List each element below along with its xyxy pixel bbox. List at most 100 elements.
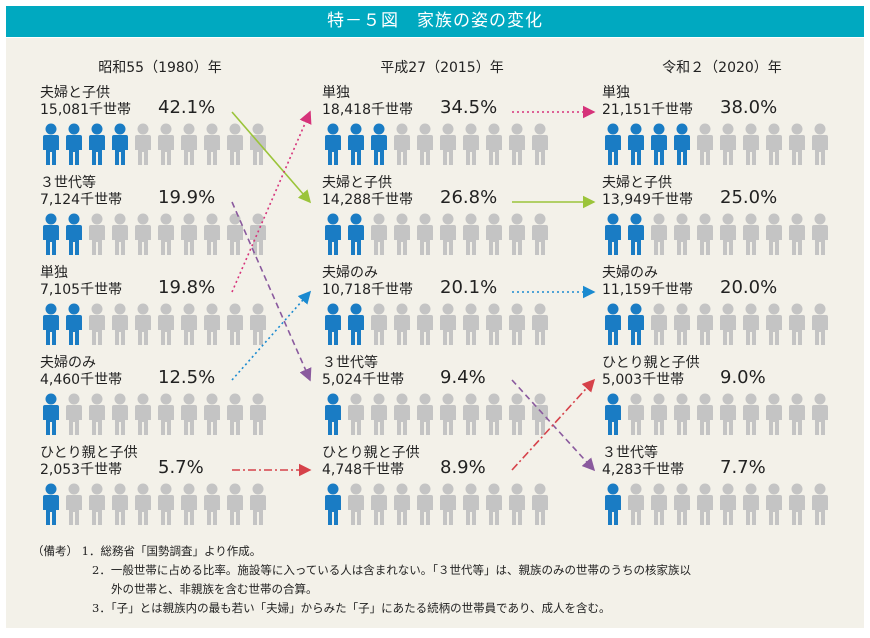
person-icon [155,303,177,349]
person-icon [717,123,739,169]
category-label: 夫婦と子供 [40,85,110,101]
transition-arrow [231,201,312,382]
person-icon [201,483,223,529]
category-row: 単独 7,105千世帯 19.8% [40,265,280,353]
note-1: 1．総務省「国勢調査」より作成。 [81,544,262,558]
person-icon [224,303,246,349]
person-icon [694,483,716,529]
person-icon [391,213,413,259]
transition-arrow [511,378,596,471]
household-count: 11,159千世帯 [602,282,693,298]
person-icon [809,213,831,259]
column-year: 令和２（2020）年 [662,60,782,76]
percent-label: 19.9% [158,187,216,208]
household-count: 4,460千世帯 [40,372,123,388]
person-icon [322,303,344,349]
person-icon [224,213,246,259]
person-icon [671,483,693,529]
percent-label: 25.0% [720,187,778,208]
person-icon [132,213,154,259]
person-icon [625,213,647,259]
category-row: ひとり親と子供 2,053千世帯 5.7% [40,445,280,533]
person-icon [809,303,831,349]
person-icon [648,483,670,529]
person-icon [625,303,647,349]
person-icon [86,393,108,439]
person-icon [763,123,785,169]
person-icon [414,123,436,169]
person-icon [247,303,269,349]
percent-label: 9.0% [720,367,766,388]
person-icon [178,393,200,439]
person-icon [391,123,413,169]
person-icon [86,303,108,349]
person-icon [786,483,808,529]
category-label: 単独 [602,85,630,101]
category-row: ３世代等 4,283千世帯 7.7% [602,445,842,533]
chart-title: 特－５図 家族の姿の変化 [6,6,864,37]
person-icon [368,393,390,439]
person-icon [694,213,716,259]
household-count: 5,003千世帯 [602,372,685,388]
category-label: ３世代等 [322,355,378,371]
category-row: 夫婦と子供 13,949千世帯 25.0% [602,175,842,263]
person-icon [740,123,762,169]
person-icon [809,483,831,529]
person-icon [483,213,505,259]
person-icon [132,393,154,439]
person-icon [529,483,551,529]
person-icon [671,303,693,349]
person-icon [483,123,505,169]
person-icon [322,393,344,439]
person-icon [437,123,459,169]
person-icon [671,393,693,439]
column-year: 昭和55（1980）年 [98,60,222,76]
person-icon [414,483,436,529]
transition-arrow [231,111,312,204]
person-icon [247,393,269,439]
percent-label: 42.1% [158,97,216,118]
person-icon [63,303,85,349]
category-row: ３世代等 5,024千世帯 9.4% [322,355,562,443]
person-icon [109,213,131,259]
category-row: 夫婦のみ 4,460千世帯 12.5% [40,355,280,443]
person-icon [391,483,413,529]
person-icon [178,213,200,259]
person-icon [40,393,62,439]
person-icon [414,213,436,259]
person-icon [671,123,693,169]
person-icon [671,213,693,259]
percent-label: 20.1% [440,277,498,298]
person-icon [391,303,413,349]
person-icon [460,483,482,529]
person-icon [224,483,246,529]
household-count: 18,418千世帯 [322,102,413,118]
person-icon [648,213,670,259]
category-label: ３世代等 [40,175,96,191]
category-label: ひとり親と子供 [322,445,420,461]
person-icon [345,213,367,259]
person-icon [786,213,808,259]
person-icon [368,213,390,259]
person-icon [322,213,344,259]
person-icon [648,303,670,349]
person-icon [763,483,785,529]
person-icon [460,213,482,259]
note-3: 3．「子」とは親族内の最も若い「夫婦」からみた「子」にあたる続柄の世帯員であり、… [92,601,611,615]
household-count: 4,283千世帯 [602,462,685,478]
person-icon [529,123,551,169]
person-icon [40,123,62,169]
person-icon [529,303,551,349]
person-icon [437,303,459,349]
person-icon [763,213,785,259]
person-icon [763,393,785,439]
person-icon [786,123,808,169]
category-row: ひとり親と子供 5,003千世帯 9.0% [602,355,842,443]
person-icon [460,123,482,169]
person-icon [694,303,716,349]
person-icon [717,393,739,439]
person-icon [740,303,762,349]
person-icon [483,483,505,529]
percent-label: 12.5% [158,367,216,388]
